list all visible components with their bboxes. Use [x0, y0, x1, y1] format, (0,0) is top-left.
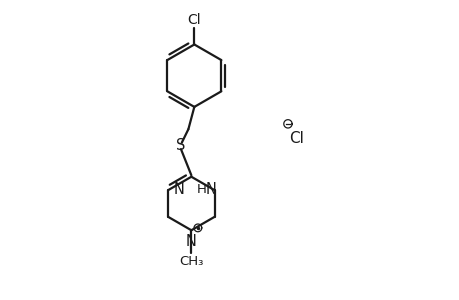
Text: CH₃: CH₃	[179, 255, 203, 268]
Text: N: N	[206, 182, 217, 197]
Text: S: S	[176, 138, 185, 153]
Text: N: N	[185, 234, 196, 249]
Text: N: N	[173, 182, 184, 197]
Text: Cl: Cl	[289, 130, 304, 146]
Text: H: H	[196, 183, 206, 196]
Text: Cl: Cl	[187, 13, 201, 27]
